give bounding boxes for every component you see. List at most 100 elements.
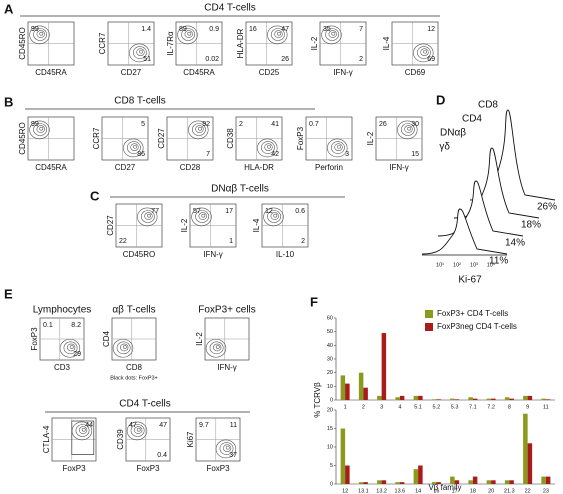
bar (450, 476, 455, 484)
contour (198, 212, 207, 220)
x-tick-label: 7.1 (469, 404, 477, 410)
y-tick-label: 5 (330, 463, 333, 469)
contour (66, 343, 76, 352)
contour (400, 123, 415, 136)
plot-title: αβ T-cells (112, 305, 155, 316)
x-tick-label: 20 (488, 488, 494, 494)
bar (523, 395, 528, 400)
bar (399, 482, 405, 484)
y-tick-label: 40 (327, 343, 333, 349)
x-axis-label: CD3 (54, 363, 71, 372)
contour (63, 341, 78, 355)
x-tick-label: 1 (344, 404, 347, 410)
contour (120, 343, 129, 352)
contour (270, 28, 285, 41)
percentage: 14% (505, 238, 525, 249)
x-tick-label: 5.1 (414, 404, 422, 410)
contour (140, 210, 155, 223)
plot-title: Lymphocytes (33, 305, 92, 316)
contour (222, 444, 232, 452)
x-tick-label: 5.3 (451, 404, 459, 410)
contour (201, 213, 206, 218)
y-axis-label: CD27 (157, 128, 166, 149)
x-axis-label: CD27 (121, 68, 142, 77)
x-tick-label: 21.3 (504, 488, 515, 494)
contour (273, 213, 278, 218)
percentage: 18% (521, 220, 541, 231)
bar (363, 482, 368, 484)
quadrant-value: 86 (137, 151, 145, 158)
quadrant-value: 26 (379, 121, 387, 128)
quadrant-value: 0.1 (43, 322, 53, 329)
quadrant-value: 41 (271, 121, 279, 128)
contour (209, 341, 224, 355)
bar (545, 476, 551, 484)
plot-title: FoxP3+ cells (198, 305, 256, 316)
quadrant-value: 0.6 (295, 208, 305, 215)
contour (413, 43, 434, 63)
x-axis-label: IFN-γ (389, 163, 409, 172)
quadrant-value: 9.7 (199, 422, 209, 429)
y-axis-label: CD27 (106, 215, 115, 236)
bar (509, 398, 514, 400)
contour (187, 31, 192, 36)
x-axis-label: CD28 (180, 163, 201, 172)
quadrant-value: 1.4 (141, 26, 151, 33)
quadrant-value: 5 (141, 121, 145, 128)
contour (39, 126, 44, 131)
contour (215, 439, 237, 459)
contour (134, 426, 143, 434)
contour (136, 427, 141, 432)
bar (527, 395, 533, 400)
contour (331, 31, 336, 36)
bar (450, 398, 455, 400)
quadrant-value: 99 (31, 121, 39, 128)
panel-title: DNαβ T-cells (211, 184, 269, 195)
y-axis-label: FoxP3 (30, 327, 39, 351)
bar (431, 482, 437, 484)
y-axis-label: CTLA-4 (42, 425, 51, 453)
contour (126, 421, 148, 441)
x-axis-label: CD27 (115, 163, 136, 172)
bar (486, 398, 492, 400)
contour (404, 125, 413, 133)
y-tick-label: 30 (327, 356, 333, 362)
contour (136, 48, 145, 56)
quadrant-value: 3 (345, 151, 349, 158)
contour (270, 212, 279, 220)
contour (195, 125, 204, 133)
x-axis-label: FoxP3 (206, 464, 230, 473)
y-tick-label: 50 (327, 329, 333, 335)
bar (399, 395, 405, 400)
y-axis-label: HLA-DR (236, 28, 245, 58)
bar (345, 383, 350, 400)
contour (126, 141, 141, 154)
y-axis-label: CCR7 (98, 32, 107, 54)
y-axis-label: FoxP3 (296, 126, 305, 150)
contour (337, 144, 342, 149)
contour (334, 143, 343, 151)
bar (413, 395, 419, 400)
quadrant-value: 47 (281, 26, 289, 33)
contour (132, 46, 147, 59)
bar (340, 428, 346, 484)
x-tick-label: 10⁴ (487, 261, 496, 268)
bar (395, 397, 400, 400)
x-axis-label: HLA-DR (244, 163, 274, 172)
x-axis-label: IFN-γ (333, 68, 353, 77)
contour (130, 424, 145, 437)
contour (112, 338, 134, 358)
quadrant-value: 11 (230, 422, 237, 429)
bar (472, 398, 478, 400)
quadrant-value: 0.7 (309, 121, 319, 128)
contour (198, 126, 203, 131)
legend-swatch (425, 323, 433, 331)
bar (454, 480, 460, 484)
population-label: DNαβ (440, 128, 466, 139)
bar (527, 443, 533, 484)
bar (431, 399, 437, 400)
quadrant-value: 2 (301, 238, 305, 245)
y-axis-label: CD45RO (18, 122, 27, 154)
bar (436, 482, 441, 484)
